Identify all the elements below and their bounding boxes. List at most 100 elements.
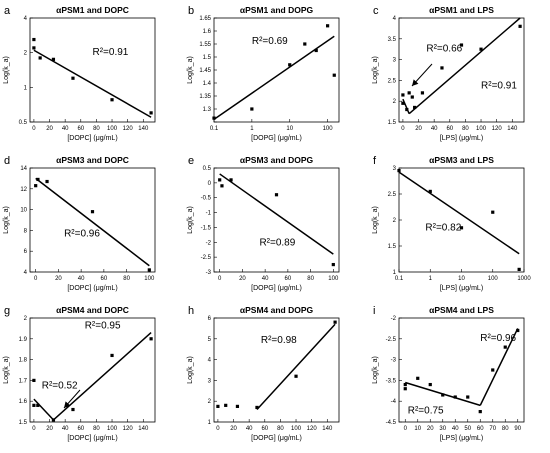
x-tick-label: 40 [78, 276, 85, 282]
x-axis-label: [LPS] (μg/mL) [440, 135, 483, 142]
data-point [147, 268, 151, 272]
panel-i: i αPSM4 and LPS 0 10 20 30 40 50 60 70 80 90 -4.5 -4 -… [372, 305, 525, 442]
x-tick-label: 0 [218, 276, 222, 282]
y-tick-label: 2 [208, 399, 212, 405]
y-tick-label: -3 [391, 358, 397, 364]
x-tick-label: 20 [46, 426, 53, 432]
y-tick-label: -3 [206, 270, 212, 276]
r-squared-annotation: R²=0.96 [64, 229, 100, 240]
y-tick-label: 0 [208, 181, 212, 187]
x-tick-label: 60 [285, 276, 292, 282]
data-point [428, 382, 432, 387]
y-tick-label: -4 [391, 399, 397, 405]
data-point [405, 107, 409, 112]
y-tick-label: -3.5 [386, 378, 397, 384]
y-tick-label: 2 [24, 316, 28, 322]
panel-label: i [373, 305, 375, 317]
y-axis-label: Log(k_a) [372, 56, 379, 84]
plot-frame [213, 167, 340, 273]
fit-line [213, 35, 335, 121]
y-tick-label: 2 [393, 99, 397, 105]
data-point [90, 210, 95, 214]
y-tick-label: 1.5 [388, 244, 397, 250]
data-point [38, 56, 42, 60]
data-point [416, 376, 420, 380]
panel-title: αPSM1 and DOPG [240, 5, 314, 15]
plot-frame [29, 17, 156, 123]
x-tick-label: 0.1 [395, 276, 404, 282]
plot-frame [213, 317, 340, 423]
x-tick-label: 40 [431, 126, 438, 132]
x-tick-label: 0 [32, 126, 36, 132]
y-tick-label: 4 [393, 16, 397, 22]
y-tick-label: 1.5 [388, 120, 397, 126]
data-point [314, 48, 318, 53]
data-point [250, 107, 254, 111]
x-tick-label: 140 [507, 126, 518, 132]
y-tick-label: 1.3 [203, 107, 212, 113]
x-tick-label: 100 [144, 276, 155, 282]
x-tick-label: 100 [107, 126, 118, 132]
x-tick-label: 80 [93, 126, 100, 132]
r-squared-annotation: R²=0.91 [481, 81, 517, 92]
x-tick-label: 80 [123, 276, 130, 282]
x-tick-label: 1 [250, 126, 254, 132]
x-tick-label: 0 [404, 426, 408, 432]
x-tick-label: 40 [62, 426, 69, 432]
arrow-head [412, 79, 419, 86]
fit-line [219, 173, 334, 255]
x-tick-label: 120 [492, 126, 503, 132]
data-point [235, 404, 240, 408]
x-axis-label: [DOPG] (μg/mL) [251, 435, 302, 442]
data-point [32, 46, 36, 50]
panel-g: g αPSM4 and DOPC 0 20 40 60 80 100 120 140 1.5 1.6 1… [3, 305, 156, 442]
y-tick-label: 1.4 [203, 81, 212, 87]
data-point [303, 42, 307, 46]
x-tick-label: 80 [462, 126, 469, 132]
data-point [218, 178, 222, 182]
fit-line [33, 49, 152, 118]
data-point [32, 403, 36, 407]
panel-title: αPSM3 and LPS [429, 155, 494, 165]
panel-title: αPSM3 and DOPG [240, 155, 314, 165]
y-tick-label: -1 [206, 211, 212, 217]
y-tick-label: 4 [24, 270, 28, 276]
y-axis-label: Log(k_a) [3, 356, 10, 384]
data-point [326, 24, 330, 28]
x-tick-label: 80 [93, 426, 100, 432]
x-tick-label: 0 [32, 426, 36, 432]
data-point [32, 37, 36, 42]
x-tick-label: 60 [77, 426, 84, 432]
y-axis-label: Log(k_a) [187, 356, 194, 384]
data-point [332, 73, 336, 77]
y-tick-label: 0.5 [19, 120, 28, 126]
y-tick-label: 1.9 [19, 337, 28, 343]
y-tick-label: -2 [206, 240, 212, 246]
x-tick-label: 20 [239, 276, 246, 282]
data-point [255, 405, 259, 410]
x-tick-label: 0.1 [210, 126, 219, 132]
y-tick-label: 12 [20, 187, 27, 193]
r-squared-annotation: R²=0.66 [426, 43, 462, 54]
data-point [413, 105, 417, 110]
panel-c: c αPSM1 and LPS 0 20 40 60 80 100 120 140 1.5 2 2.5 3… [372, 5, 525, 142]
data-point [149, 337, 153, 341]
x-tick-label: 100 [488, 276, 499, 282]
panel-title: αPSM1 and LPS [429, 5, 494, 15]
panel-title: αPSM4 and DOPG [240, 305, 314, 315]
x-tick-label: 140 [322, 426, 333, 432]
x-axis-label: [LPS] (μg/mL) [440, 285, 483, 292]
y-tick-label: 14 [20, 166, 27, 172]
panel-label: e [188, 155, 194, 167]
x-tick-label: 80 [502, 426, 509, 432]
data-point [36, 403, 40, 407]
x-axis-label: [DOPC] (μg/mL) [67, 135, 117, 142]
data-point [441, 393, 445, 397]
panel-h: h αPSM4 and DOPG 0 20 40 60 80 100 120 140 1 2 3 4 5 6 [… [187, 305, 340, 442]
y-tick-label: 3 [393, 166, 397, 172]
y-axis-label: Log(k_a) [372, 356, 379, 384]
plot-frame [29, 167, 156, 273]
x-tick-label: 80 [307, 276, 314, 282]
y-tick-label: 3.5 [388, 37, 397, 43]
